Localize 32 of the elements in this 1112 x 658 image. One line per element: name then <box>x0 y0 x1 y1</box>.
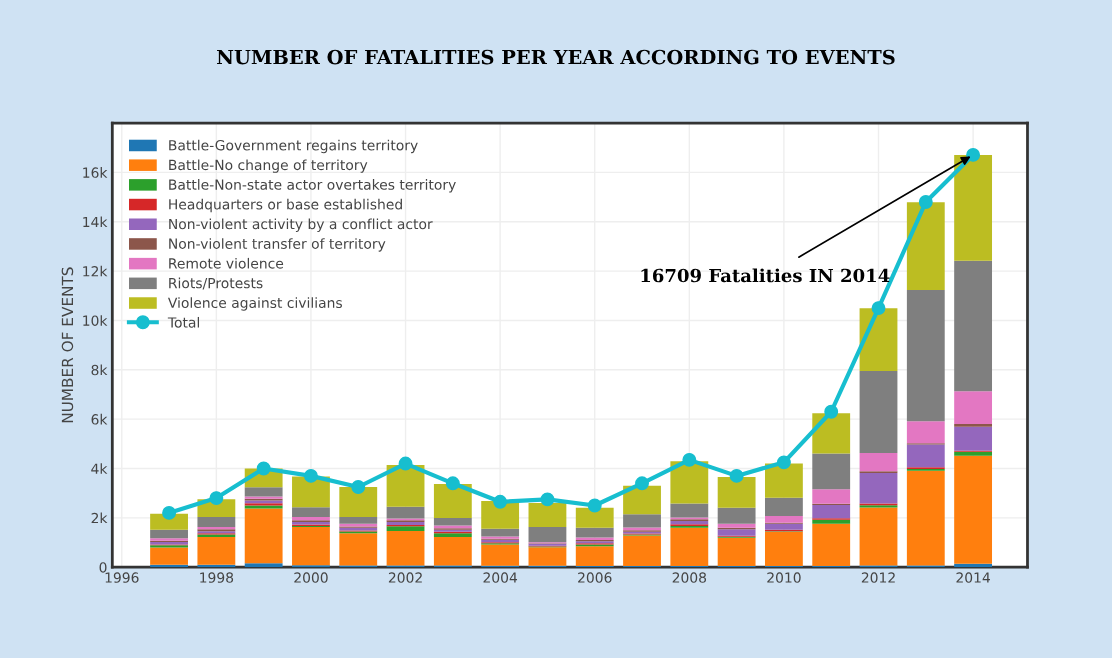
legend-label: Violence against civilians <box>167 297 342 311</box>
x-tick-label: 1998 <box>200 572 234 583</box>
legend-label: Total <box>167 316 199 328</box>
x-tick-label: 2012 <box>861 572 895 583</box>
legend-label: Non-violent activity by a conflict actor <box>169 218 433 232</box>
x-tick-label: 2008 <box>672 572 707 583</box>
annotation: 16709 Fatalities IN 2014 <box>641 268 890 283</box>
legend-label: Battle-No change of territory <box>169 159 368 173</box>
x-tick-label: 2000 <box>294 572 328 583</box>
y-tick-label: 10k <box>83 315 108 326</box>
legend-label: Headquarters or base established <box>169 198 402 213</box>
legend-label: Battle-Government regains territory <box>169 139 418 154</box>
y-tick-label: 8k <box>91 364 108 376</box>
chart-title: NUMBER OF FATALITIES PER YEAR ACCORDING TO EVENTS <box>217 49 895 65</box>
x-tick-label: 2010 <box>767 572 801 583</box>
y-tick-label: 2k <box>91 512 108 524</box>
y-axis-title: NUMBER OF EVENTS <box>61 267 74 423</box>
x-tick-label: 2004 <box>483 572 518 583</box>
x-tick-label: 2014 <box>956 572 990 583</box>
y-tick-label: 6k <box>91 413 108 425</box>
y-tick-label: 12k <box>83 265 108 277</box>
x-tick-label: 2002 <box>388 572 422 583</box>
x-tick-label: 2006 <box>578 572 612 583</box>
legend-label: Remote violence <box>169 257 284 269</box>
y-tick-label: 14k <box>83 216 108 228</box>
legend-label: Battle-Non-state actor overtakes territory <box>169 179 456 193</box>
y-tick-label: 0 <box>99 562 107 573</box>
x-tick-label: 1996 <box>105 572 139 583</box>
y-tick-label: 16k <box>83 167 108 178</box>
legend-label: Riots/Protests <box>169 277 263 290</box>
y-tick-label: 4k <box>91 463 108 474</box>
legend-label: Non-violent transfer of territory <box>169 238 386 252</box>
